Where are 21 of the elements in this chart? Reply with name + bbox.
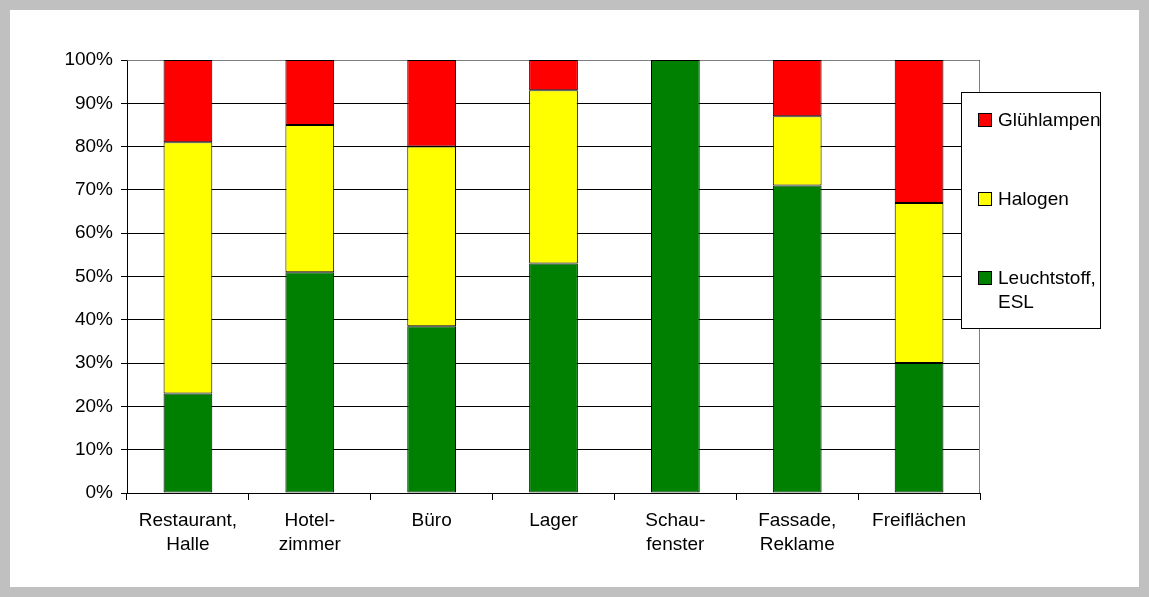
y-tick-label: 90% — [74, 91, 114, 113]
legend-label: Halogen — [998, 187, 1070, 211]
y-tick-label: 0% — [85, 481, 114, 503]
x-tick-label: Lager — [529, 508, 579, 530]
x-tick-label: Büro — [411, 508, 452, 530]
legend-label: Glühlampen — [998, 108, 1101, 132]
x-tick-label: Fassade, Reklame — [758, 508, 837, 555]
x-tick-label: Freiflächen — [872, 508, 967, 530]
y-tick-label: 60% — [74, 221, 114, 243]
x-tick-label: Schau- fenster — [645, 508, 706, 555]
y-tick-label: 10% — [74, 437, 114, 459]
y-tick-label: 70% — [74, 178, 114, 200]
y-tick-label: 100% — [64, 48, 114, 70]
x-tick-label: Hotel- zimmer — [278, 508, 342, 555]
legend-label: Leuchtstoff, ESL — [998, 266, 1097, 314]
y-tick-label: 80% — [74, 134, 114, 156]
y-tick-label: 40% — [74, 308, 114, 330]
y-tick-label: 20% — [74, 394, 114, 416]
y-tick-label: 50% — [74, 264, 114, 286]
x-tick-label: Restaurant, Halle — [138, 508, 238, 555]
y-tick-label: 30% — [74, 351, 114, 373]
